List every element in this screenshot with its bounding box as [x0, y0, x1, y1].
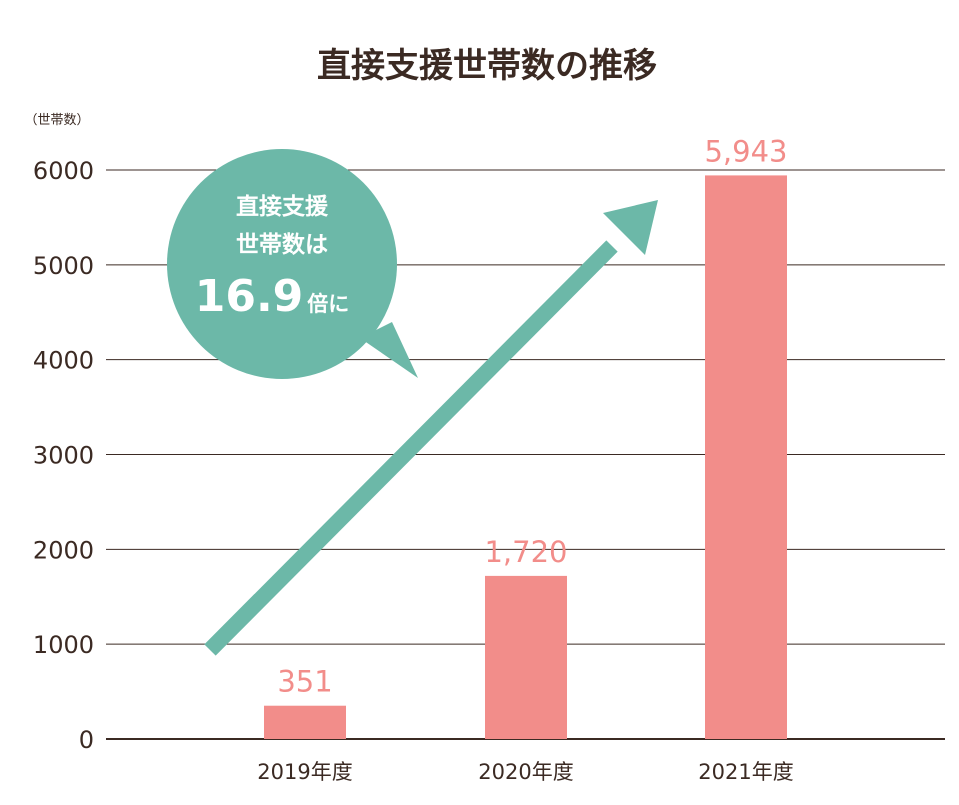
y-tick-label: 5000 [33, 252, 94, 280]
data-labels: 351 1,720 5,943 [277, 134, 787, 698]
bar-value-label: 351 [277, 665, 332, 699]
growth-arrow-shaft [204, 240, 618, 656]
y-tick-label: 3000 [33, 442, 94, 470]
y-tick-label: 0 [79, 726, 94, 754]
bar [485, 575, 567, 739]
bar [705, 175, 787, 739]
y-tick-label: 1000 [33, 631, 94, 659]
growth-arrow [204, 200, 658, 656]
bubble-tail [360, 322, 418, 378]
y-tick-label: 6000 [33, 157, 94, 185]
growth-arrow-head [603, 200, 658, 255]
y-axis-unit-label: （世帯数） [24, 113, 89, 128]
x-tick-label: 2020年度 [478, 760, 573, 784]
x-tick-label: 2019年度 [257, 760, 352, 784]
annotation-bubble: 直接支援 世帯数は 16.9 倍に [167, 149, 418, 379]
bars [264, 175, 787, 739]
y-tick-label: 2000 [33, 536, 94, 564]
bubble-circle [167, 149, 397, 379]
bubble-number: 16.9 [195, 271, 304, 322]
bar [264, 705, 346, 739]
y-tick-label: 4000 [33, 347, 94, 375]
bubble-line-1: 直接支援 [236, 193, 329, 220]
x-axis-ticks: 2019年度 2020年度 2021年度 [257, 760, 793, 784]
bar-value-label: 5,943 [704, 134, 787, 168]
y-axis-ticks: 0 1000 2000 3000 4000 5000 6000 [33, 157, 94, 754]
bar-value-label: 1,720 [484, 535, 567, 569]
bubble-line-2: 世帯数は [236, 231, 328, 258]
bubble-suffix: 倍に [307, 292, 349, 316]
bubble-line-3: 16.9 倍に [195, 271, 350, 322]
x-tick-label: 2021年度 [698, 760, 793, 784]
chart-title: 直接支援世帯数の推移 [317, 46, 657, 86]
